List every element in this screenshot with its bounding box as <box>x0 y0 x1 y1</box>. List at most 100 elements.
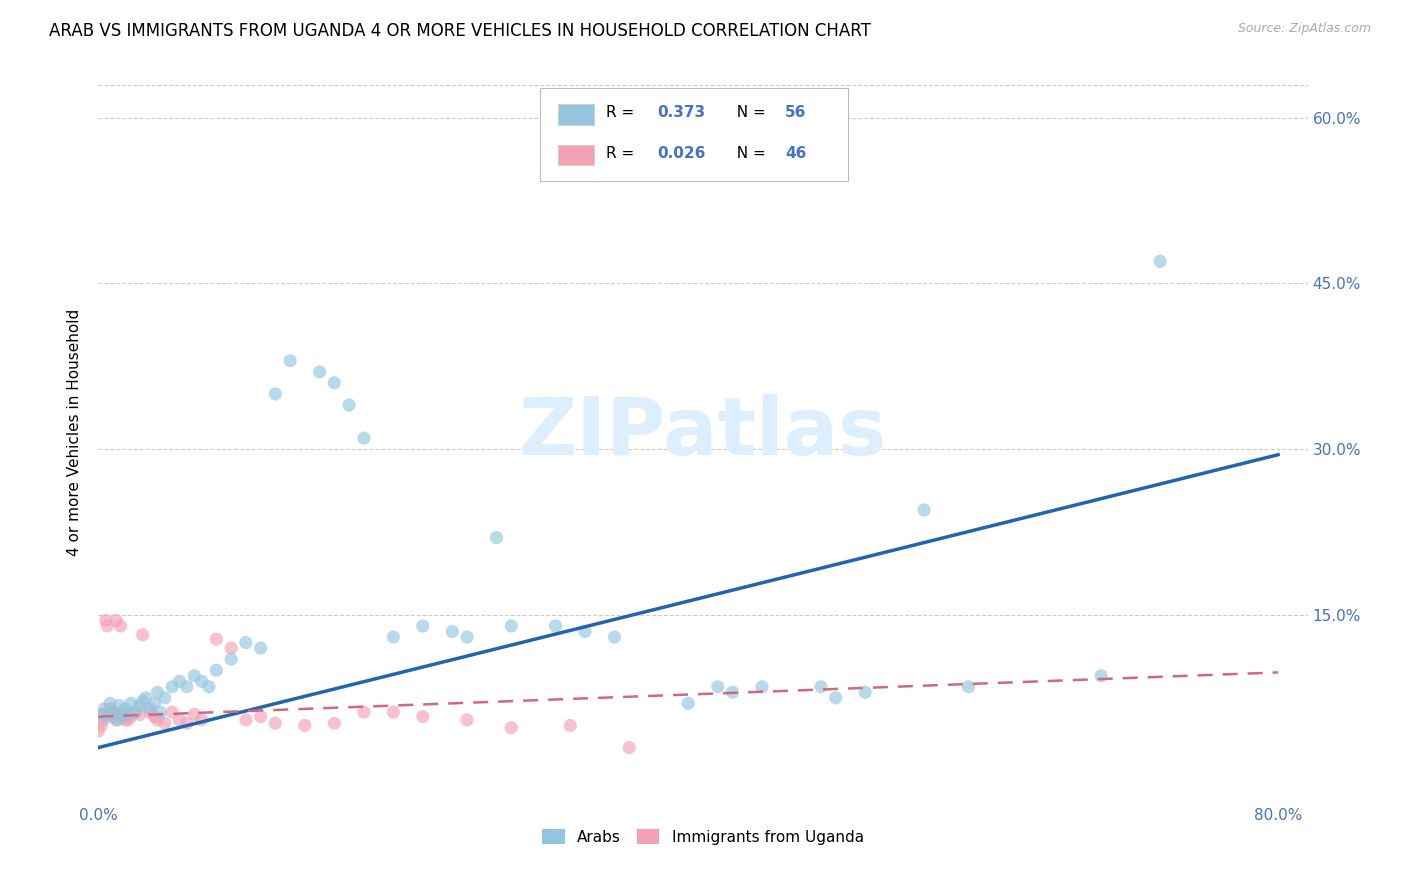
Text: Source: ZipAtlas.com: Source: ZipAtlas.com <box>1237 22 1371 36</box>
Point <box>412 619 434 633</box>
Point <box>264 716 287 731</box>
Point <box>104 709 127 723</box>
Point <box>382 705 405 719</box>
Point <box>124 705 146 719</box>
Point <box>853 685 876 699</box>
FancyBboxPatch shape <box>540 88 848 181</box>
Point <box>93 702 115 716</box>
Point <box>198 680 221 694</box>
Point <box>90 707 112 722</box>
Point <box>501 619 523 633</box>
Point <box>169 713 191 727</box>
Point <box>143 697 166 711</box>
Point <box>190 713 212 727</box>
Point <box>1149 254 1171 268</box>
Text: 0.373: 0.373 <box>657 105 706 120</box>
Point <box>112 705 135 719</box>
Point <box>706 680 728 694</box>
Point <box>91 713 114 727</box>
Point <box>264 387 287 401</box>
Point <box>107 713 129 727</box>
Point <box>128 698 150 713</box>
Point <box>98 702 121 716</box>
Point <box>101 705 124 719</box>
Point <box>117 707 139 722</box>
Point <box>105 713 128 727</box>
Point <box>249 641 271 656</box>
Point <box>574 624 596 639</box>
Point <box>149 705 172 719</box>
Point <box>139 702 162 716</box>
Point <box>114 713 136 727</box>
Point <box>108 707 131 722</box>
Point <box>235 635 257 649</box>
Point <box>235 713 257 727</box>
Point <box>721 685 744 699</box>
Point <box>120 697 142 711</box>
Point <box>120 709 142 723</box>
Point <box>143 709 166 723</box>
Point <box>810 680 832 694</box>
Point <box>100 707 122 722</box>
Point <box>94 614 117 628</box>
Point <box>101 705 124 719</box>
Point <box>93 707 115 722</box>
Point <box>176 716 198 731</box>
Point <box>98 697 121 711</box>
Legend: Arabs, Immigrants from Uganda: Arabs, Immigrants from Uganda <box>536 822 870 851</box>
Point <box>90 718 112 732</box>
Point <box>169 674 191 689</box>
Point <box>485 531 508 545</box>
Point <box>603 630 626 644</box>
FancyBboxPatch shape <box>558 145 595 165</box>
Point <box>97 707 120 722</box>
Point <box>205 663 228 677</box>
Point <box>353 705 375 719</box>
Text: N =: N = <box>727 105 770 120</box>
Point <box>219 641 242 656</box>
Point <box>205 632 228 647</box>
Point <box>153 690 176 705</box>
Point <box>96 619 118 633</box>
Point <box>146 685 169 699</box>
Text: N =: N = <box>727 146 770 161</box>
Point <box>456 713 478 727</box>
Point <box>160 680 183 694</box>
Point <box>678 697 700 711</box>
Point <box>441 624 464 639</box>
Point <box>751 680 773 694</box>
Point <box>131 628 153 642</box>
Point <box>353 431 375 445</box>
Point <box>308 365 330 379</box>
Point <box>323 716 346 731</box>
Point <box>619 740 641 755</box>
Point <box>337 398 360 412</box>
Point <box>412 709 434 723</box>
Point <box>96 709 118 723</box>
Point <box>219 652 242 666</box>
Point <box>249 709 271 723</box>
Point <box>117 713 139 727</box>
Text: R =: R = <box>606 146 640 161</box>
Point <box>135 690 157 705</box>
Point <box>1090 669 1112 683</box>
FancyBboxPatch shape <box>558 103 595 125</box>
Point <box>108 698 131 713</box>
Point <box>957 680 980 694</box>
Point <box>323 376 346 390</box>
Text: ARAB VS IMMIGRANTS FROM UGANDA 4 OR MORE VEHICLES IN HOUSEHOLD CORRELATION CHART: ARAB VS IMMIGRANTS FROM UGANDA 4 OR MORE… <box>49 22 872 40</box>
Point <box>128 707 150 722</box>
Point <box>912 503 935 517</box>
Point <box>183 707 205 722</box>
Text: 0.026: 0.026 <box>657 146 706 161</box>
Point <box>501 721 523 735</box>
Point <box>294 718 316 732</box>
Text: ZIPatlas: ZIPatlas <box>519 393 887 472</box>
Point <box>176 680 198 694</box>
Point <box>111 709 134 723</box>
Point <box>183 669 205 683</box>
Point <box>824 690 846 705</box>
Point <box>110 619 132 633</box>
Point <box>114 702 136 716</box>
Point <box>560 718 582 732</box>
